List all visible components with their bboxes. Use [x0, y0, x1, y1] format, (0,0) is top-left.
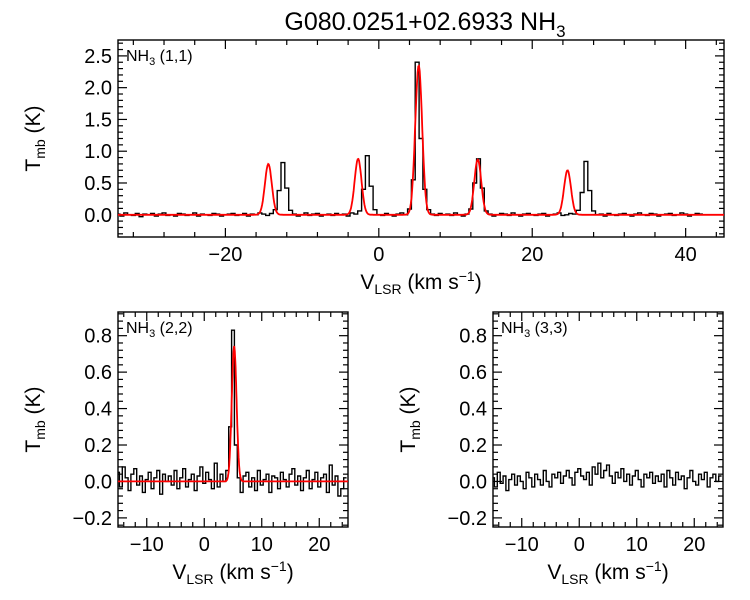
plot-frame	[492, 311, 724, 528]
x-tick-label: 0	[574, 534, 585, 556]
y-tick-label: 2.5	[84, 46, 112, 68]
y-axis-label: Tmb (K)	[22, 105, 48, 171]
y-tick-label: 0.2	[459, 435, 487, 457]
y-tick-label: 0.8	[84, 326, 112, 348]
x-tick-label: 20	[308, 534, 330, 556]
panel-label: NH3 (2,2)	[126, 320, 193, 340]
x-tick-label: −10	[505, 534, 539, 556]
x-tick-label: 20	[683, 534, 705, 556]
x-tick-label: −10	[130, 534, 164, 556]
panel-label: NH3 (1,1)	[126, 48, 193, 68]
gaussian-fit-line	[118, 64, 724, 216]
plot-frame	[117, 311, 349, 528]
y-axis-label: Tmb (K)	[22, 386, 48, 452]
observed-spectrum-line	[118, 61, 703, 218]
observed-spectrum-line	[493, 462, 722, 492]
panel-nh3_33: −10 0 10 20 −0.2 0.0 0.2 0.4 0.6 0.8 VLSR (km s−1)…	[397, 311, 724, 587]
y-tick-label: −0.2	[73, 508, 112, 530]
y-tick-label: 0.4	[84, 399, 112, 421]
y-tick-label: 1.5	[84, 109, 112, 131]
y-tick-label: 2.0	[84, 78, 112, 100]
x-tick-label: 40	[675, 244, 697, 266]
y-tick-label: 0.0	[84, 471, 112, 493]
x-tick-label: −20	[208, 244, 242, 266]
y-tick-label: 1.0	[84, 141, 112, 163]
x-axis-label: VLSR (km s−1)	[360, 268, 481, 297]
x-tick-label: 20	[521, 244, 543, 266]
x-tick-label: 10	[626, 534, 648, 556]
x-axis-label: VLSR (km s−1)	[547, 558, 668, 587]
x-tick-label: 0	[373, 244, 384, 266]
panel-label: NH3 (3,3)	[501, 320, 568, 340]
y-tick-label: 0.8	[459, 326, 487, 348]
y-tick-label: 0.0	[84, 205, 112, 227]
x-axis-label: VLSR (km s−1)	[172, 558, 293, 587]
figure-title: G080.0251+02.6933 NH3	[284, 8, 565, 41]
y-tick-label: 0.5	[84, 173, 112, 195]
x-tick-label: 0	[199, 534, 210, 556]
gaussian-fit-line	[118, 345, 348, 483]
y-tick-label: 0.6	[459, 362, 487, 384]
y-tick-label: 0.0	[459, 471, 487, 493]
y-tick-label: 0.6	[84, 362, 112, 384]
y-tick-label: 0.2	[84, 435, 112, 457]
y-axis-label: Tmb (K)	[397, 386, 423, 452]
panel-nh3_11: −20 0 20 40 0.0 0.5 1.0 1.5 2.0 2.5 VLSR (km s−1) T…	[22, 39, 725, 297]
panel-nh3_22: −10 0 10 20 −0.2 0.0 0.2 0.4 0.6 0.8 VLSR (km s−1)…	[22, 311, 349, 587]
y-tick-label: −0.2	[448, 508, 487, 530]
x-tick-label: 10	[251, 534, 273, 556]
y-tick-label: 0.4	[459, 399, 487, 421]
